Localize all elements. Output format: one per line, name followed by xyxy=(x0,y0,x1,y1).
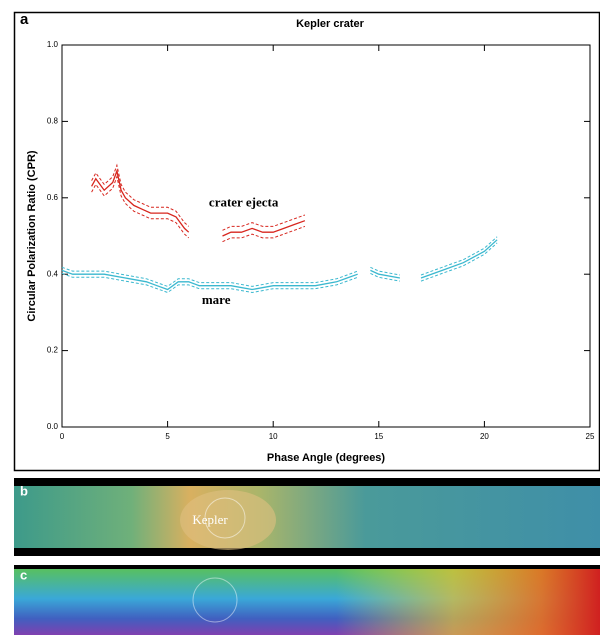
error-line xyxy=(61,242,498,294)
panel-label: b xyxy=(20,483,28,498)
y-tick-label: 1.0 xyxy=(47,40,59,49)
crater-rim xyxy=(192,577,238,623)
x-tick-label: 25 xyxy=(586,432,595,441)
x-axis-label: Phase Angle (degrees) xyxy=(267,452,386,464)
crater-label: Kepler xyxy=(192,512,228,527)
series-annotation: mare xyxy=(202,292,231,307)
y-tick-label: 0.2 xyxy=(47,346,59,355)
y-tick-label: 0.0 xyxy=(47,422,59,431)
plot-area xyxy=(61,44,591,428)
series-line xyxy=(91,168,306,237)
y-tick-label: 0.4 xyxy=(47,269,59,278)
error-line xyxy=(91,175,306,243)
y-axis-label: Circular Polarization Ratio (CPR) xyxy=(26,150,38,321)
y-tick-label: 0.6 xyxy=(47,193,59,202)
x-tick-label: 15 xyxy=(374,432,383,441)
panel-b-image xyxy=(14,486,600,548)
chart-title: Kepler crater xyxy=(296,18,365,30)
error-line xyxy=(91,163,306,231)
panel-frame xyxy=(13,11,600,472)
crater-rim xyxy=(204,497,246,539)
series-line xyxy=(61,239,498,291)
panel-c-overlay xyxy=(14,569,600,635)
x-tick-label: 5 xyxy=(165,432,170,441)
panel-label: a xyxy=(20,11,29,28)
crater xyxy=(180,490,276,550)
error-line xyxy=(61,236,498,287)
x-tick-label: 0 xyxy=(60,432,65,441)
x-tick-label: 20 xyxy=(480,432,489,441)
panel-label: c xyxy=(20,567,27,582)
series-annotation: crater ejecta xyxy=(209,195,279,210)
x-tick-label: 10 xyxy=(269,432,278,441)
y-tick-label: 0.8 xyxy=(47,117,59,126)
